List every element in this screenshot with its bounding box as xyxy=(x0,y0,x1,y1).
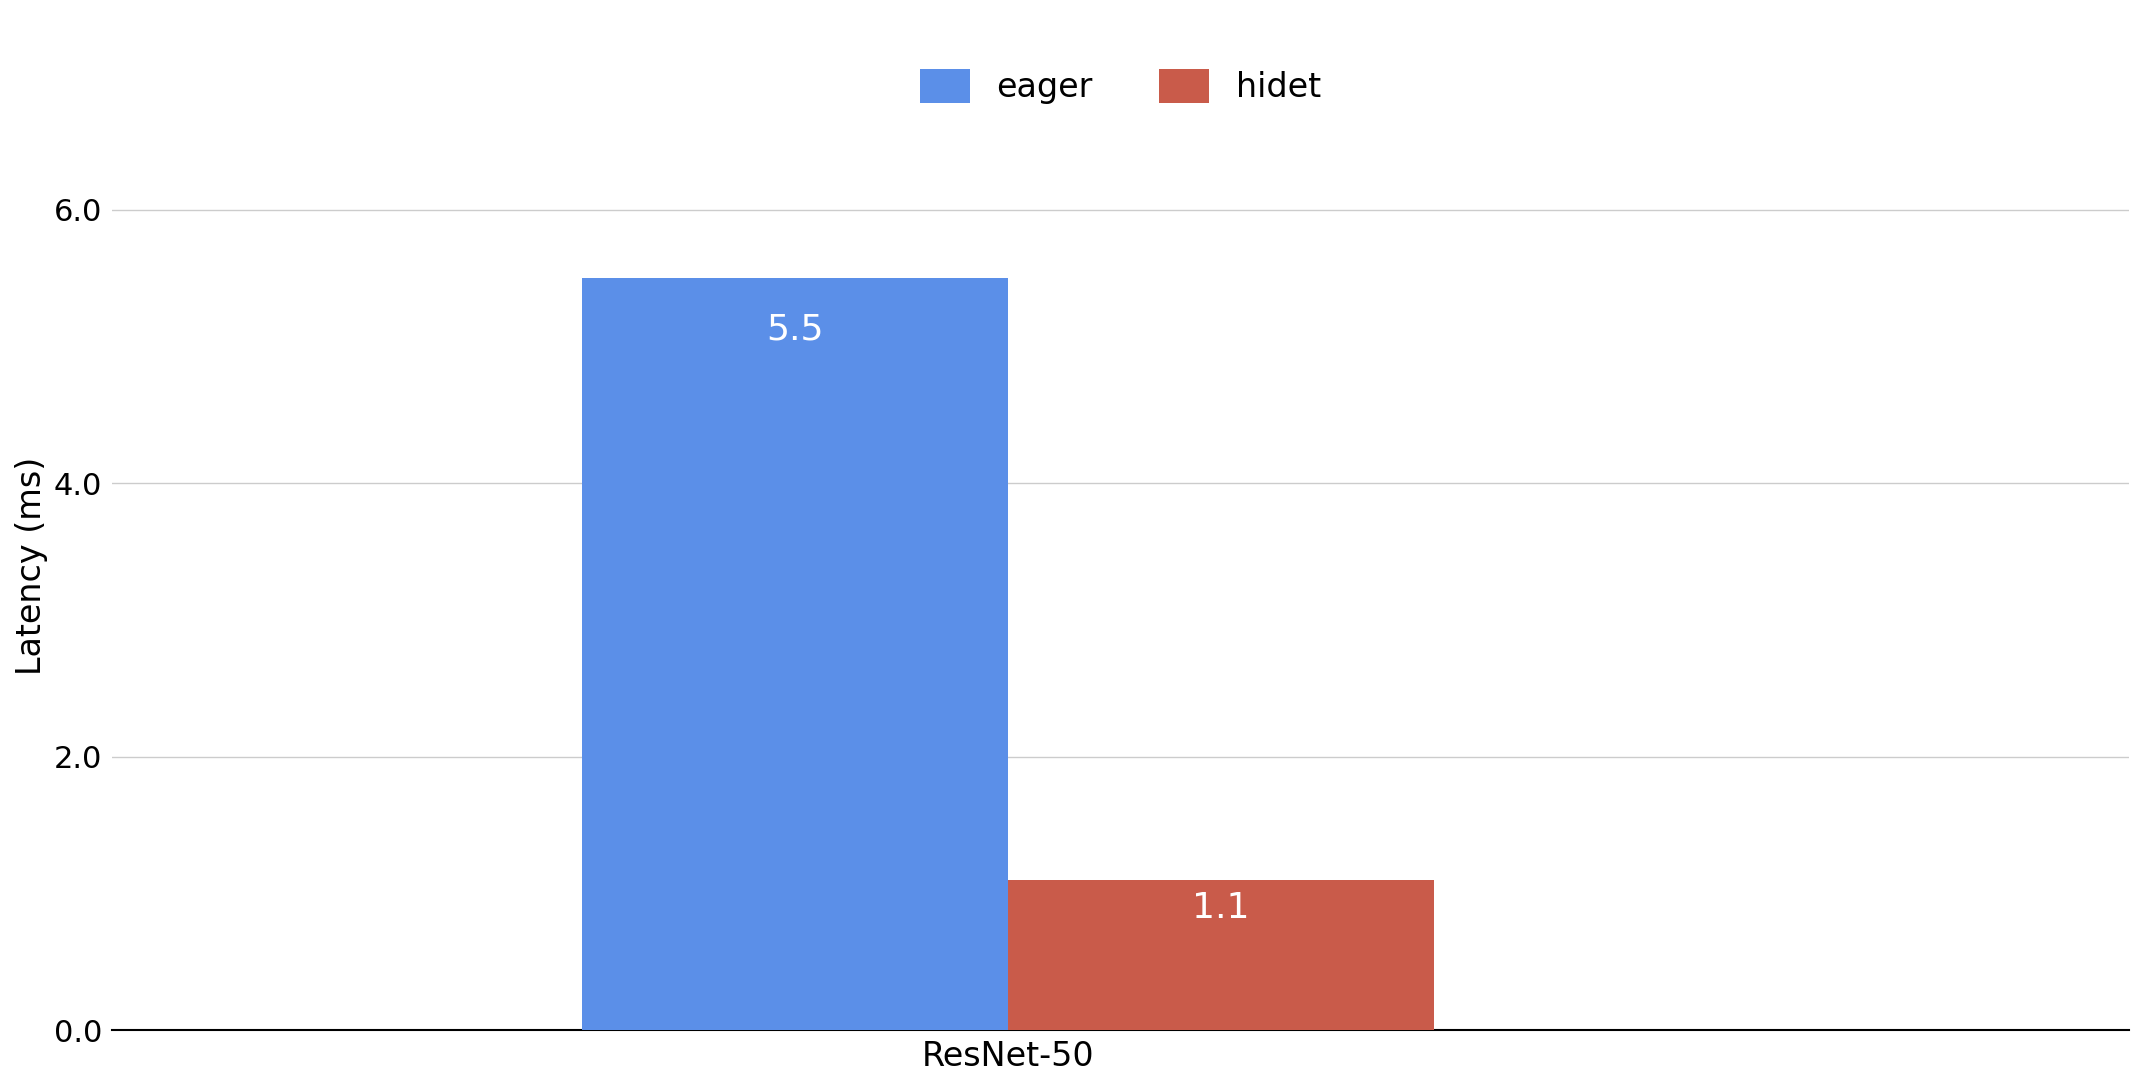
Bar xyxy=(1008,880,1434,1030)
Bar xyxy=(583,279,1008,1030)
Legend: eager, hidet: eager, hidet xyxy=(903,52,1338,121)
Text: 1.1: 1.1 xyxy=(1192,891,1250,925)
Y-axis label: Latency (ms): Latency (ms) xyxy=(15,456,47,675)
Text: 5.5: 5.5 xyxy=(768,312,823,346)
